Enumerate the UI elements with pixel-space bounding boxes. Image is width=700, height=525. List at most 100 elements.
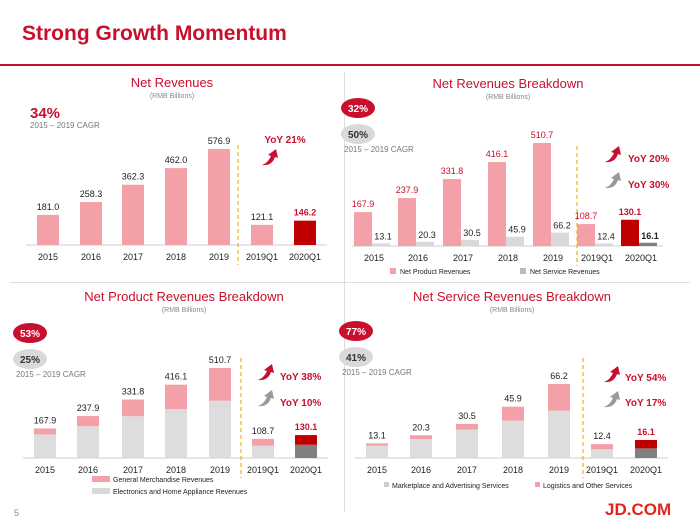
bar: [122, 184, 144, 245]
data-label: 416.1: [165, 372, 188, 382]
data-label: 237.9: [396, 185, 419, 195]
cagr-value: 25%: [20, 355, 40, 366]
x-tick-label: 2015: [38, 252, 58, 262]
bar: [165, 168, 187, 245]
cagr-label: 2015 – 2019 CAGR: [16, 370, 86, 379]
data-label: 510.7: [209, 355, 232, 365]
bar: [294, 220, 316, 245]
data-label: 66.2: [550, 371, 568, 381]
data-label: 362.3: [122, 172, 145, 182]
data-label: 30.5: [463, 228, 481, 238]
cagr-value: 32%: [348, 104, 368, 115]
data-label: 13.1: [374, 231, 392, 241]
legend-swatch: [520, 268, 526, 274]
bar-segment-top: [591, 444, 613, 450]
data-label: 30.5: [458, 411, 476, 421]
bar-product: [398, 198, 416, 246]
bar: [80, 202, 102, 245]
bar: [37, 214, 59, 245]
x-tick-label: 2018: [503, 465, 523, 475]
legend-label: Net Product Revenues: [400, 269, 471, 276]
bar-segment-base: [591, 449, 613, 458]
cagr-label: 2015 – 2019 CAGR: [342, 368, 412, 377]
data-label: 462.0: [165, 155, 188, 165]
bar-product: [621, 219, 639, 246]
cagr-label: 2015 – 2019 CAGR: [344, 145, 414, 154]
chart-subtitle: (RMB Billions): [486, 94, 530, 101]
red-arrow-up-icon: [262, 149, 278, 166]
chart-title: Net Service Revenues Breakdown: [413, 289, 611, 304]
cagr-badge: [339, 321, 373, 341]
bar-product: [577, 224, 595, 246]
data-label: 331.8: [122, 387, 145, 397]
bar-service: [461, 239, 479, 246]
cagr-label: 2015 – 2019 CAGR: [30, 121, 100, 130]
bar-segment-top: [77, 416, 99, 427]
title-rule: [0, 64, 700, 66]
data-label: 16.1: [641, 231, 659, 241]
bar-segment-base: [34, 434, 56, 458]
x-tick-label: 2019Q1: [581, 253, 613, 263]
yoy-label: YoY 30%: [628, 180, 669, 191]
bar: [208, 149, 230, 245]
bar-segment-base: [209, 400, 231, 458]
legend-label: Electronics and Home Appliance Revenues: [113, 489, 248, 496]
bar-segment-base: [252, 445, 274, 458]
data-label: 20.3: [418, 230, 436, 240]
data-label: 20.3: [412, 422, 430, 432]
data-label: 66.2: [553, 221, 571, 231]
data-label: 181.0: [37, 202, 60, 212]
legend-swatch: [92, 488, 110, 494]
gray-arrow-up-icon: [258, 390, 274, 407]
data-label: 146.2: [294, 208, 317, 218]
bar-service: [639, 242, 657, 246]
x-tick-label: 2019: [209, 252, 229, 262]
data-label: 167.9: [34, 415, 57, 425]
jd-logo: JD.COM: [605, 500, 672, 519]
data-label: 45.9: [508, 225, 526, 235]
data-label: 108.7: [252, 426, 275, 436]
cagr-badge: [13, 349, 47, 369]
x-tick-label: 2015: [367, 465, 387, 475]
x-tick-label: 2017: [453, 253, 473, 263]
cagr-value: 34%: [30, 105, 60, 122]
data-label: 167.9: [352, 199, 375, 209]
data-label: 45.9: [504, 394, 522, 404]
chart-title: Net Revenues: [131, 75, 214, 90]
yoy-label: YoY 10%: [280, 398, 321, 409]
x-tick-label: 2017: [123, 252, 143, 262]
x-tick-label: 2019: [543, 253, 563, 263]
x-tick-label: 2020Q1: [290, 465, 322, 475]
bar-segment-base: [165, 409, 187, 458]
data-label: 510.7: [531, 130, 554, 140]
data-label: 416.1: [486, 149, 509, 159]
bar-service: [595, 243, 613, 246]
bar-product: [354, 212, 372, 246]
gray-arrow-up-icon: [604, 391, 620, 408]
bar-segment-base: [410, 438, 432, 458]
bar-service: [416, 241, 434, 246]
data-label: 16.1: [637, 427, 655, 437]
data-label: 12.4: [597, 231, 615, 241]
x-tick-label: 2019: [210, 465, 230, 475]
data-label: 13.1: [368, 430, 386, 440]
yoy-label: YoY 21%: [264, 135, 305, 146]
data-label: 237.9: [77, 403, 100, 413]
bar-segment-top: [548, 384, 570, 411]
bar-product: [488, 162, 506, 246]
legend-label: Marketplace and Advertising Services: [392, 483, 509, 490]
chart-title: Net Revenues Breakdown: [432, 76, 583, 91]
legend-swatch: [390, 268, 396, 274]
bar: [251, 224, 273, 245]
red-arrow-up-icon: [258, 364, 274, 381]
bar-segment-top: [34, 428, 56, 435]
bar-segment-base: [122, 416, 144, 458]
x-tick-label: 2018: [498, 253, 518, 263]
page-number: 5: [14, 508, 20, 518]
bar-segment-top: [252, 438, 274, 446]
data-label: 130.1: [295, 422, 318, 432]
yoy-label: YoY 54%: [625, 373, 666, 384]
yoy-label: YoY 20%: [628, 154, 669, 165]
cagr-badge: [13, 323, 47, 343]
data-label: 108.7: [575, 211, 598, 221]
